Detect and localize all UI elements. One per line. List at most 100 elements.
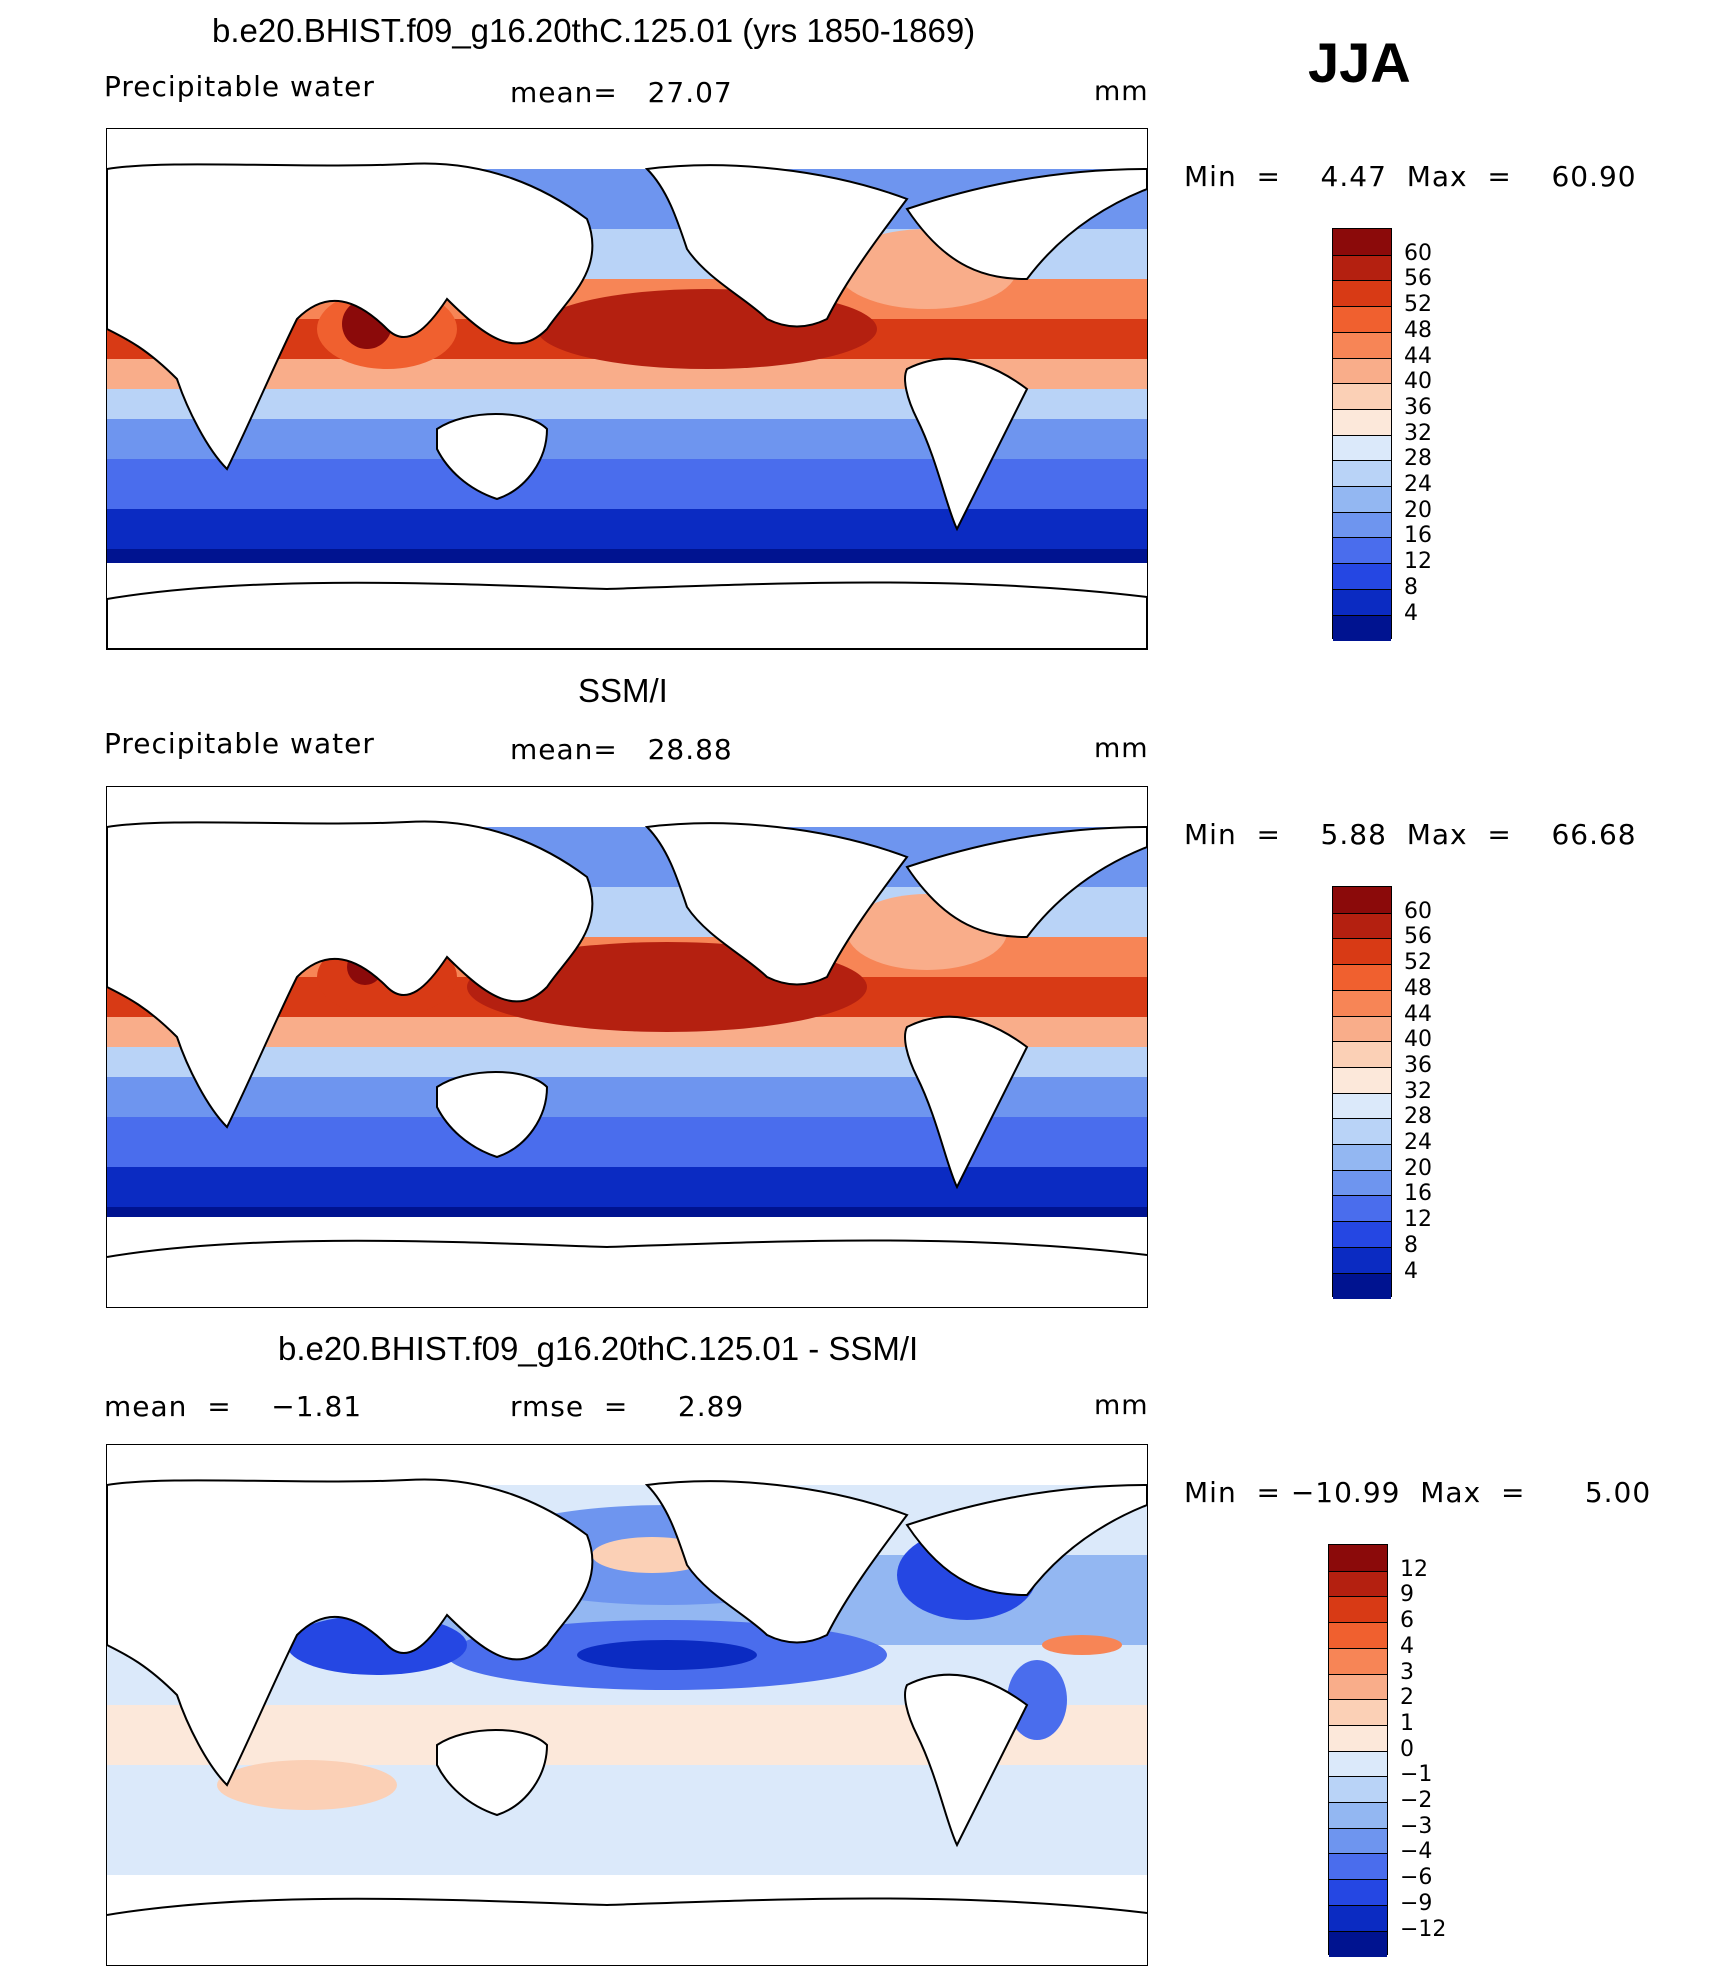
colorbar-level-label: 40 <box>1404 369 1432 395</box>
panel2-variable: Precipitable water <box>104 727 375 760</box>
colorbar-level-label: 52 <box>1404 950 1432 976</box>
colorbar-swatch <box>1329 1904 1387 1931</box>
colorbar-swatch <box>1333 511 1391 538</box>
colorbar-level-label: 8 <box>1404 574 1418 600</box>
colorbar-level-label: 48 <box>1404 317 1432 343</box>
colorbar-level-label: 0 <box>1400 1736 1414 1762</box>
colorbar-swatch <box>1329 1545 1387 1572</box>
colorbar-level-label: −1 <box>1400 1762 1433 1788</box>
colorbar-level-label: −12 <box>1400 1916 1447 1942</box>
panel3-map <box>106 1444 1148 1966</box>
colorbar-swatch <box>1333 1015 1391 1042</box>
colorbar-swatch <box>1329 1879 1387 1906</box>
colorbar-level-label: −2 <box>1400 1788 1433 1813</box>
colorbar-swatch <box>1329 1699 1387 1726</box>
panel3-rmse: rmse = 2.89 <box>510 1390 745 1423</box>
panel3-mean: mean = −1.81 <box>104 1390 363 1423</box>
panel2-units: mm <box>1094 733 1149 764</box>
colorbar-swatch <box>1333 408 1391 436</box>
colorbar-level-label: 6 <box>1400 1608 1414 1634</box>
colorbar-level-label: −3 <box>1400 1813 1433 1839</box>
colorbar-level-label: −4 <box>1400 1839 1433 1865</box>
colorbar-level-label: 16 <box>1404 1181 1432 1207</box>
colorbar-level-label: 4 <box>1404 1258 1418 1284</box>
colorbar-swatch <box>1333 331 1391 358</box>
colorbar-swatch <box>1333 1092 1391 1119</box>
colorbar-level-label: 4 <box>1400 1633 1414 1659</box>
colorbar-swatch <box>1333 357 1391 384</box>
panel1-variable: Precipitable water <box>104 70 375 103</box>
colorbar-level-label: 44 <box>1404 1001 1432 1027</box>
colorbar-swatch <box>1333 1144 1391 1171</box>
panel3-title: b.e20.BHIST.f09_g16.20thC.125.01 - SSM/I <box>278 1330 919 1367</box>
colorbar-level-label: −9 <box>1400 1890 1433 1916</box>
colorbar-level-label: 20 <box>1404 1155 1432 1181</box>
colorbar-swatch <box>1333 614 1391 641</box>
colorbar-level-label: 32 <box>1404 420 1432 446</box>
panel1-map <box>106 128 1148 650</box>
colorbar-swatch <box>1329 1802 1387 1829</box>
colorbar-swatch <box>1333 254 1391 281</box>
colorbar-level-label: 56 <box>1404 266 1432 292</box>
colorbar-swatch <box>1329 1673 1387 1700</box>
colorbar-swatch <box>1333 1169 1391 1196</box>
colorbar-swatch <box>1329 1930 1387 1957</box>
colorbar-level-label: 32 <box>1404 1078 1432 1104</box>
colorbar-level-label: 2 <box>1400 1685 1414 1711</box>
colorbar-swatch <box>1329 1724 1387 1752</box>
colorbar-box <box>1328 1544 1388 1957</box>
colorbar-swatch <box>1329 1750 1387 1777</box>
colorbar-level-label: −6 <box>1400 1865 1433 1891</box>
colorbar-level-label: 36 <box>1404 394 1432 420</box>
panel1-mean: mean= 27.07 <box>510 76 733 109</box>
colorbar-swatch <box>1329 1853 1387 1880</box>
colorbar-level-label: 16 <box>1404 523 1432 549</box>
colorbar-swatch <box>1333 588 1391 615</box>
colorbar-swatch <box>1333 537 1391 564</box>
colorbar-level-label: 12 <box>1404 549 1432 575</box>
colorbar-level-label: 24 <box>1404 472 1432 497</box>
colorbar-level-label: 52 <box>1404 292 1432 318</box>
colorbar-swatch <box>1329 1647 1387 1674</box>
colorbar-swatch <box>1333 989 1391 1016</box>
colorbar-level-label: 44 <box>1404 343 1432 369</box>
colorbar-box <box>1332 886 1392 1299</box>
colorbar-swatch <box>1333 229 1391 256</box>
colorbar-level-label: 28 <box>1404 446 1432 472</box>
colorbar-swatch <box>1333 887 1391 914</box>
colorbar-level-label: 24 <box>1404 1130 1432 1155</box>
colorbar-swatch <box>1333 1221 1391 1248</box>
colorbar-box <box>1332 228 1392 641</box>
colorbar-level-label: 48 <box>1404 975 1432 1001</box>
colorbar-level-label: 9 <box>1400 1582 1414 1608</box>
colorbar-level-label: 4 <box>1404 600 1418 626</box>
colorbar-swatch <box>1333 964 1391 991</box>
panel2-mean: mean= 28.88 <box>510 733 733 766</box>
colorbar-swatch <box>1333 1066 1391 1094</box>
colorbar-swatch <box>1333 306 1391 333</box>
colorbar-level-label: 8 <box>1404 1232 1418 1258</box>
colorbar-level-label: 60 <box>1404 240 1432 266</box>
colorbar-swatch <box>1333 1246 1391 1273</box>
colorbar-swatch <box>1333 1272 1391 1299</box>
colorbar-level-label: 36 <box>1404 1052 1432 1078</box>
colorbar-swatch <box>1329 1776 1387 1803</box>
season-label: JJA <box>1308 31 1411 94</box>
panel3-minmax: Min = −10.99 Max = 5.00 <box>1184 1476 1652 1509</box>
colorbar-level-label: 12 <box>1400 1556 1428 1582</box>
panel2-map <box>106 786 1148 1308</box>
panel3-map-svg <box>107 1445 1147 1965</box>
colorbar-swatch <box>1333 1195 1391 1222</box>
colorbar-level-label: 28 <box>1404 1104 1432 1130</box>
colorbar-level-label: 60 <box>1404 898 1432 924</box>
colorbar-level-label: 12 <box>1404 1207 1432 1233</box>
colorbar-swatch <box>1333 1118 1391 1145</box>
panel2-title: SSM/I <box>578 672 668 709</box>
colorbar-level-label: 20 <box>1404 497 1432 523</box>
colorbar-swatch <box>1329 1596 1387 1623</box>
colorbar-swatch <box>1329 1622 1387 1649</box>
colorbar-level-label: 56 <box>1404 924 1432 950</box>
panel1-minmax: Min = 4.47 Max = 60.90 <box>1184 160 1637 193</box>
colorbar-swatch <box>1333 938 1391 965</box>
colorbar-swatch <box>1333 486 1391 513</box>
